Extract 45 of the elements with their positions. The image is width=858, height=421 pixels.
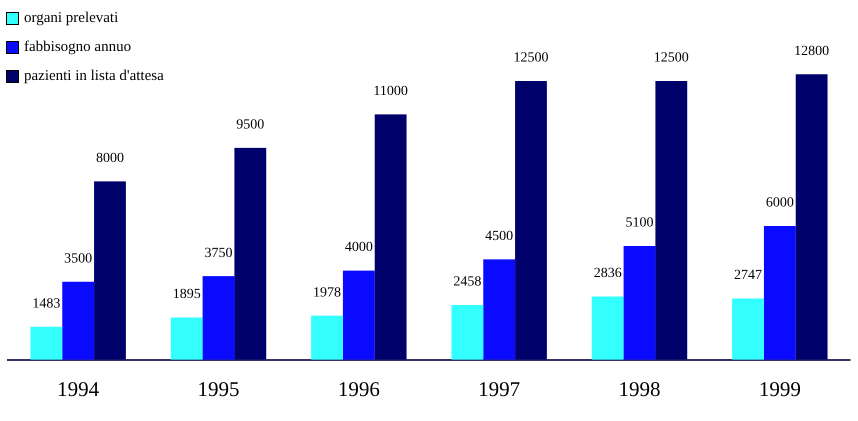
bar bbox=[515, 80, 547, 360]
x-tick-label: 1994 bbox=[57, 376, 100, 401]
data-label: 2836 bbox=[594, 266, 622, 282]
bar bbox=[655, 80, 688, 360]
data-label: 11000 bbox=[373, 84, 408, 100]
data-label: 6000 bbox=[766, 196, 794, 211]
data-label: 12500 bbox=[654, 50, 689, 66]
bar bbox=[624, 246, 656, 360]
bar bbox=[62, 282, 94, 360]
bar bbox=[374, 114, 407, 360]
bar bbox=[234, 148, 266, 360]
x-tick-label: 1999 bbox=[758, 376, 801, 401]
data-label: 1483 bbox=[32, 296, 60, 312]
bar bbox=[796, 74, 828, 360]
data-label: 12800 bbox=[794, 44, 830, 59]
legend-label: organi prelevati bbox=[24, 10, 118, 27]
data-label: 8000 bbox=[96, 151, 124, 166]
bar bbox=[732, 298, 764, 360]
data-label: 9500 bbox=[236, 118, 264, 133]
data-label: 3500 bbox=[64, 251, 92, 266]
legend-label: pazienti in lista d'attesa bbox=[24, 68, 164, 85]
x-tick-label: 1998 bbox=[618, 376, 660, 401]
bar bbox=[483, 259, 516, 360]
bar bbox=[311, 316, 343, 360]
data-label: 4000 bbox=[344, 240, 373, 256]
data-label: 4500 bbox=[485, 229, 514, 244]
data-label: 12500 bbox=[513, 50, 548, 66]
bar bbox=[764, 226, 796, 360]
data-label: 3750 bbox=[204, 246, 232, 261]
data-label: 1978 bbox=[313, 285, 342, 300]
bar bbox=[592, 296, 624, 360]
x-tick-label: 1996 bbox=[338, 376, 380, 401]
data-label: 5100 bbox=[626, 216, 654, 231]
bar bbox=[342, 270, 375, 360]
bar bbox=[170, 318, 203, 360]
bar bbox=[94, 181, 126, 360]
bar bbox=[202, 276, 234, 360]
x-tick-label: 1995 bbox=[198, 376, 240, 401]
legend-label: fabbisogno annuo bbox=[24, 39, 132, 56]
data-label: 2458 bbox=[453, 274, 482, 290]
x-tick-label: 1997 bbox=[478, 376, 520, 401]
bar bbox=[30, 326, 62, 360]
data-label: 1895 bbox=[172, 287, 201, 302]
bar bbox=[451, 304, 484, 360]
data-label: 2747 bbox=[734, 268, 762, 284]
